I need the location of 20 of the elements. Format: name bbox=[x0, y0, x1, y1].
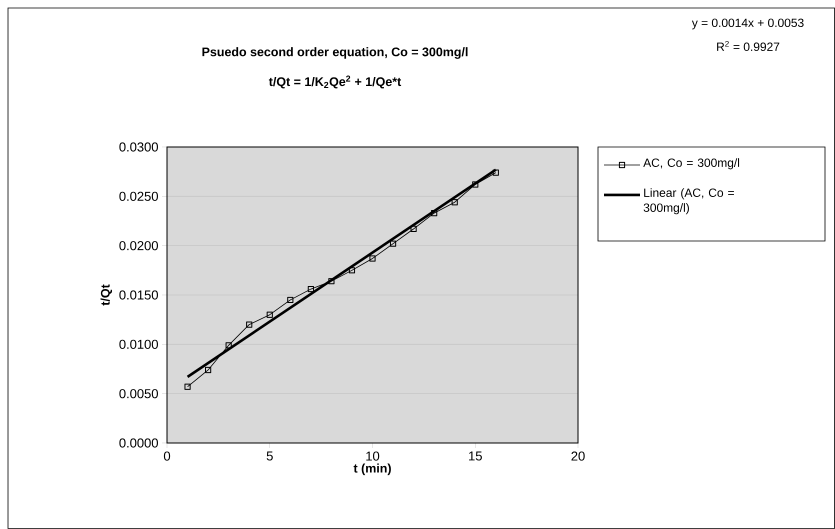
x-axis-title: t (min) bbox=[354, 464, 391, 476]
chart-subtitle: t/Qt = 1/K$_{2}$Qe$^{2}$ + 1/Qe*t bbox=[268, 76, 402, 88]
legend-label: Linear (AC, Co = 300mg/l) bbox=[644, 188, 734, 214]
x-tick-label: 15 bbox=[469, 452, 482, 461]
x-tick-label: 10 bbox=[366, 452, 380, 461]
y-tick-label: 0.0300 bbox=[119, 142, 158, 152]
legend-label: AC, Co = 300mg/l bbox=[643, 158, 740, 170]
y-tick-label: 0.0050 bbox=[119, 389, 158, 398]
y-tick-label: 0.0150 bbox=[119, 290, 158, 300]
y-axis-title: t/Qt bbox=[100, 284, 112, 306]
text: R$^{2}$ = 0.9927 bbox=[717, 40, 780, 51]
y-tick-label: 0.0250 bbox=[119, 192, 158, 201]
x-tick-label: 0 bbox=[164, 452, 170, 461]
x-tick-label: 5 bbox=[266, 452, 273, 461]
y-tick-label: 0.0100 bbox=[119, 340, 158, 349]
chart-title: Psuedo second order equation, Co = 300mg/l bbox=[202, 47, 468, 59]
text: y = 0.0014x + 0.0053 bbox=[692, 18, 804, 30]
x-tick-label: 20 bbox=[571, 452, 585, 461]
y-tick-label: 0.0200 bbox=[119, 241, 158, 250]
y-tick-label: 0.0000 bbox=[119, 438, 158, 448]
